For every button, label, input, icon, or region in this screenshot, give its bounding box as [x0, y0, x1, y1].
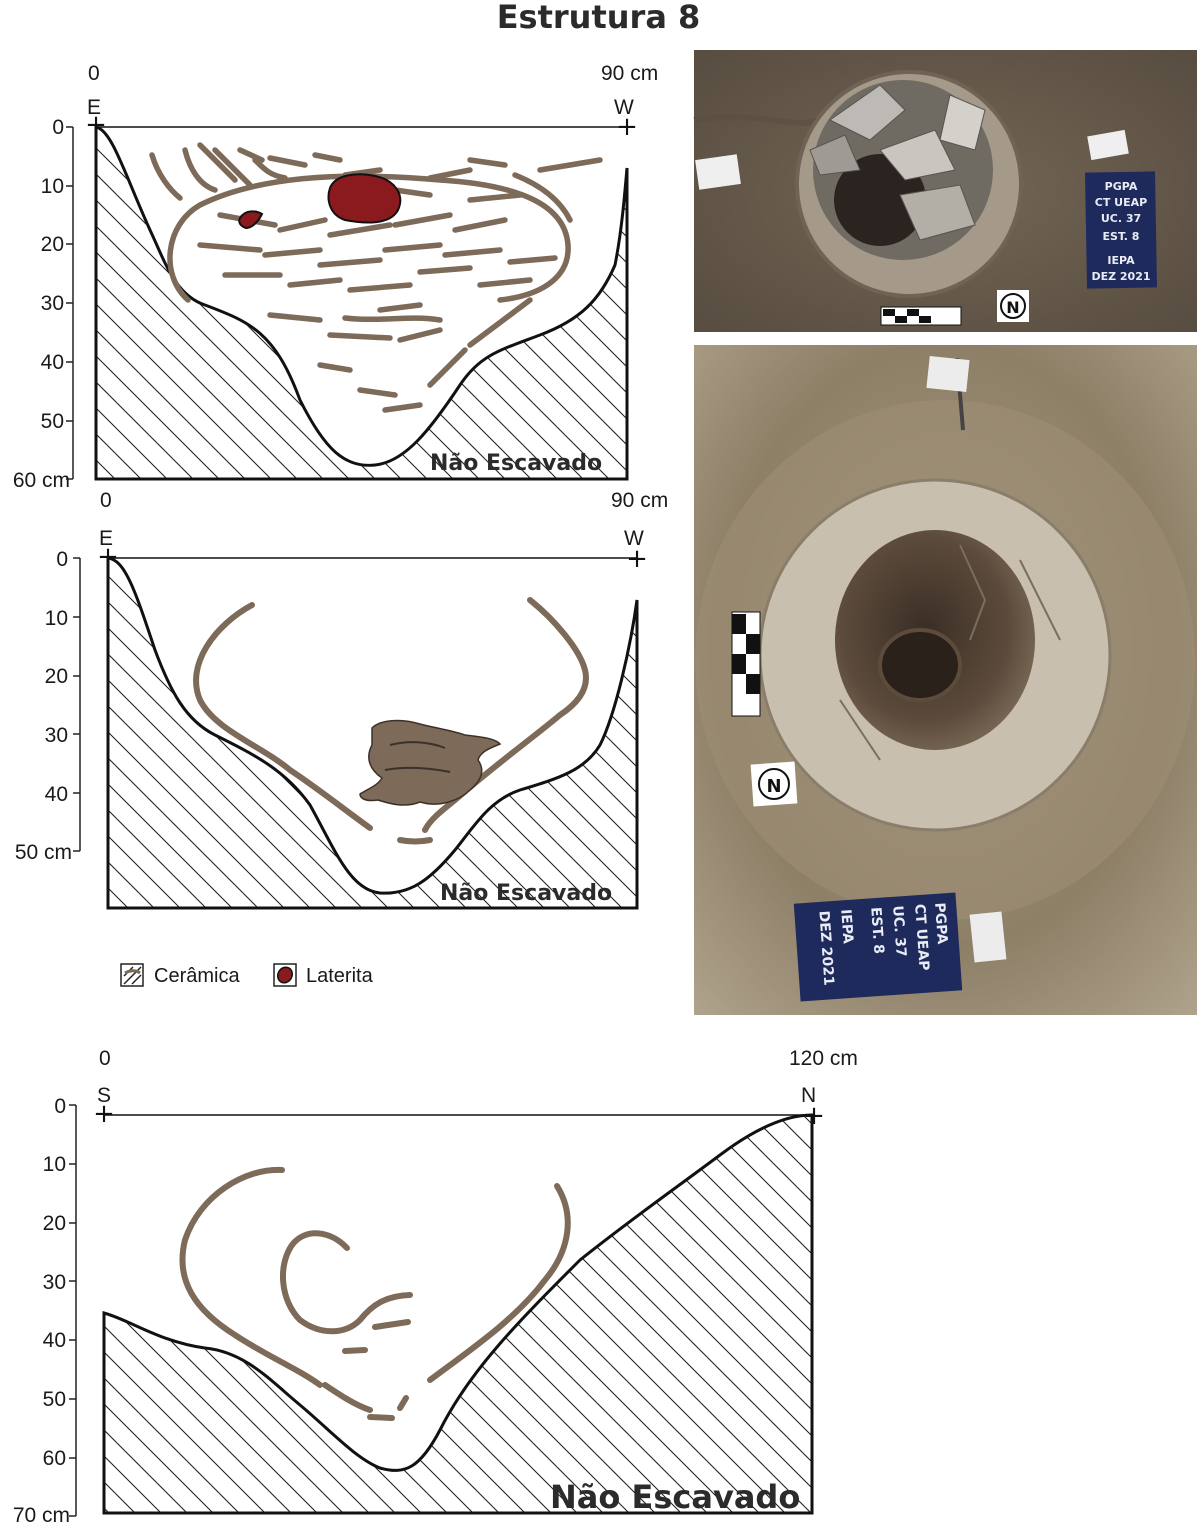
section-profile-2: 0 90 cm E W 0 10 20 30 40 50 cm + +: [15, 489, 668, 910]
legend-label: Laterita: [306, 965, 374, 987]
svg-text:+: +: [93, 1099, 115, 1129]
section-profile-3: 0 120 cm S N 0 10 20 30 40 50 60 70 cm +…: [13, 1047, 858, 1525]
x-label-left: 0: [99, 1047, 111, 1070]
ceramic-sherds: [149, 142, 603, 413]
depth-tick: 0: [54, 1095, 66, 1118]
depth-tick: 60: [43, 1447, 66, 1470]
depth-tick: 50: [43, 1388, 66, 1411]
depth-tick: 50: [41, 410, 64, 433]
unexcavated-label: Não Escavado: [430, 451, 602, 476]
unexcavated-soil: [106, 556, 639, 910]
svg-text:UC. 37: UC. 37: [1101, 212, 1141, 225]
svg-text:EST. 8: EST. 8: [1103, 230, 1140, 243]
svg-text:+: +: [616, 112, 638, 142]
depth-tick: 30: [45, 724, 68, 747]
photo-top-excavation: N PGPA CT UEAP UC. 37 EST. 8 IEPA DEZ 20…: [693, 50, 1197, 332]
direction-right: W: [614, 96, 634, 119]
svg-text:IEPA: IEPA: [1107, 254, 1135, 267]
laterite-nodules: [238, 173, 402, 230]
section-profile-1: 0 90 cm E W 0 10 20 30 40 50 60 cm + +: [13, 62, 658, 492]
ceramic-sherds: [179, 1166, 571, 1421]
ceramic-vessel-profile: [193, 597, 589, 845]
depth-tick: 20: [45, 665, 68, 688]
svg-text:PGPA: PGPA: [931, 902, 950, 945]
x-label-right: 90 cm: [611, 489, 668, 512]
direction-right: W: [624, 527, 644, 550]
depth-tick: 60 cm: [13, 469, 70, 492]
x-label-right: 120 cm: [789, 1047, 858, 1070]
svg-text:PGPA: PGPA: [1105, 180, 1138, 193]
depth-tick: 10: [43, 1153, 66, 1176]
unexcavated-label: Não Escavado: [550, 1478, 800, 1516]
x-label-left: 0: [88, 62, 100, 85]
svg-text:+: +: [803, 1101, 825, 1131]
svg-text:DEZ 2021: DEZ 2021: [815, 910, 836, 986]
svg-text:N: N: [1006, 298, 1019, 317]
direction-left: S: [97, 1084, 111, 1107]
legend-label: Cerâmica: [154, 965, 240, 987]
x-label-left: 0: [100, 489, 112, 512]
svg-text:+: +: [626, 544, 648, 574]
unexcavated-label: Não Escavado: [440, 881, 612, 906]
legend-item-ceramica: Cerâmica: [120, 963, 240, 987]
depth-axis: 0 10 20 30 40 50 cm: [15, 548, 81, 864]
unexcavated-soil: [102, 1113, 814, 1515]
depth-tick: 40: [45, 783, 68, 806]
depth-tick: 40: [43, 1329, 66, 1352]
legend-item-laterita: Laterita: [273, 963, 374, 987]
svg-text:N: N: [766, 776, 781, 797]
svg-text:CT UEAP: CT UEAP: [911, 903, 932, 971]
page-title: Estrutura 8: [496, 0, 701, 36]
svg-text:EST. 8: EST. 8: [867, 907, 886, 955]
photo-scale-bar: [731, 611, 761, 717]
unexcavated-soil: [94, 125, 629, 481]
svg-text:CT UEAP: CT UEAP: [1095, 196, 1147, 209]
depth-tick: 20: [41, 233, 64, 256]
depth-tick: 20: [43, 1212, 66, 1235]
svg-text:+: +: [97, 542, 119, 572]
depth-tick: 0: [56, 548, 68, 571]
depth-tick: 10: [45, 607, 68, 630]
direction-right: N: [801, 1084, 816, 1107]
direction-left: E: [87, 96, 101, 119]
depth-tick: 0: [52, 116, 64, 139]
svg-text:UC. 37: UC. 37: [889, 905, 909, 957]
depth-tick: 50 cm: [15, 841, 72, 864]
photo-vessel-in-situ: N PGPA CT UEAP UC. 37 EST. 8 IEPA DEZ 20…: [694, 345, 1197, 1015]
ceramic-fragment-cluster: [359, 719, 502, 806]
svg-text:DEZ 2021: DEZ 2021: [1091, 270, 1150, 283]
north-arrow-icon: N: [750, 761, 798, 807]
site-label-board: PGPA CT UEAP UC. 37 EST. 8 IEPA DEZ 2021: [793, 892, 963, 1002]
legend: Cerâmica Laterita: [120, 963, 374, 987]
depth-tick: 30: [43, 1271, 66, 1294]
depth-axis: 0 10 20 30 40 50 60 cm: [13, 116, 74, 492]
x-label-right: 90 cm: [601, 62, 658, 85]
north-arrow-icon: N: [997, 290, 1029, 322]
svg-text:+: +: [85, 110, 107, 140]
depth-axis: 0 10 20 30 40 50 60 70 cm: [13, 1095, 77, 1525]
depth-tick: 30: [41, 292, 64, 315]
depth-tick: 70 cm: [13, 1504, 70, 1525]
depth-tick: 10: [41, 175, 64, 198]
site-label-board: PGPA CT UEAP UC. 37 EST. 8 IEPA DEZ 2021: [1084, 171, 1158, 289]
direction-left: E: [99, 527, 113, 550]
svg-text:IEPA: IEPA: [837, 909, 855, 945]
depth-tick: 40: [41, 351, 64, 374]
